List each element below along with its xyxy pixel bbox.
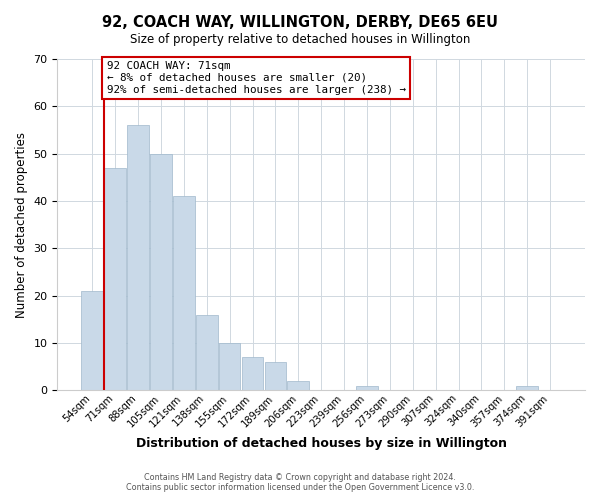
Bar	[356, 386, 378, 390]
Y-axis label: Number of detached properties: Number of detached properties	[15, 132, 28, 318]
Bar	[265, 362, 286, 390]
Text: 92, COACH WAY, WILLINGTON, DERBY, DE65 6EU: 92, COACH WAY, WILLINGTON, DERBY, DE65 6…	[102, 15, 498, 30]
Text: Contains HM Land Registry data © Crown copyright and database right 2024.
Contai: Contains HM Land Registry data © Crown c…	[126, 473, 474, 492]
Bar	[517, 386, 538, 390]
Text: Size of property relative to detached houses in Willington: Size of property relative to detached ho…	[130, 32, 470, 46]
Bar	[127, 126, 149, 390]
Bar	[150, 154, 172, 390]
Bar	[242, 357, 263, 390]
Bar	[287, 381, 309, 390]
Text: 92 COACH WAY: 71sqm
← 8% of detached houses are smaller (20)
92% of semi-detache: 92 COACH WAY: 71sqm ← 8% of detached hou…	[107, 62, 406, 94]
X-axis label: Distribution of detached houses by size in Willington: Distribution of detached houses by size …	[136, 437, 507, 450]
Bar	[82, 291, 103, 390]
Bar	[219, 343, 241, 390]
Bar	[104, 168, 126, 390]
Bar	[196, 314, 218, 390]
Bar	[173, 196, 195, 390]
